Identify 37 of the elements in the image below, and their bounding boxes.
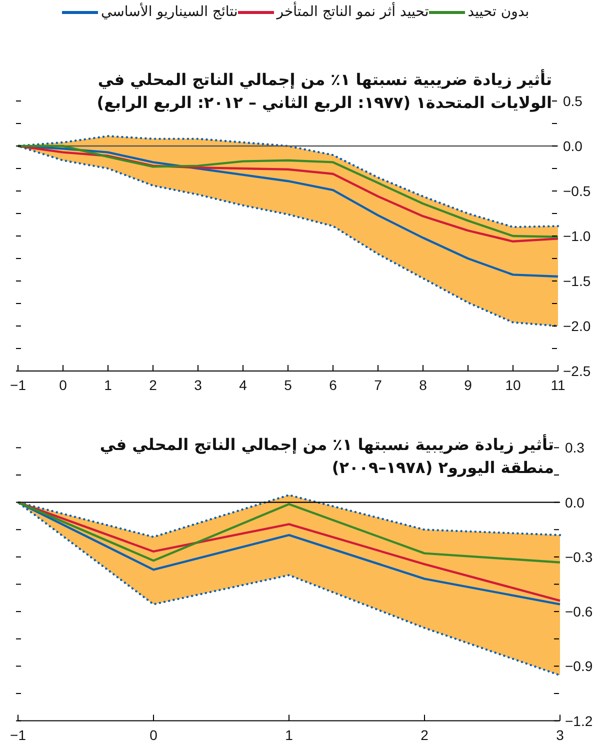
y-tick-label: −0.6 [565, 604, 593, 620]
x-tick-label: −1 [10, 377, 26, 393]
y-tick-label: −2.5 [563, 363, 591, 379]
x-tick-label: 5 [284, 377, 292, 393]
x-tick-label: 3 [194, 377, 202, 393]
x-tick-label: 2 [420, 726, 429, 743]
legend-label: نتائج السيناريو الأساسي [101, 4, 238, 20]
x-tick-label: 9 [464, 377, 472, 393]
x-tick-label: 6 [329, 377, 338, 393]
x-tick-label: 0 [150, 726, 158, 743]
chart-title: تأثير زيادة ضريبية نسبتها ١٪ من إجمالي الناتج المحلي في الولايات المتحدة١ (١٩٧٧: الربع الثاني – ٢٠١٢: الربع الرابع) [96, 68, 552, 114]
line-series [16, 501, 562, 564]
legend-label: بدون تحييد [468, 4, 530, 20]
x-tick-label: 1 [285, 726, 294, 743]
y-tick-label: −0.9 [565, 658, 593, 674]
y-tick-label: 0.3 [565, 440, 585, 456]
y-tick-label: −1.5 [563, 273, 591, 289]
y-tick-label: −1.0 [563, 228, 591, 244]
x-tick-label: −1 [10, 726, 26, 743]
y-tick-label: 0.0 [565, 494, 585, 510]
x-tick-label: 0 [59, 377, 68, 393]
y-tick-label: 0.0 [563, 138, 583, 154]
x-tick-label: 4 [239, 377, 248, 393]
x-tick-label: 7 [374, 377, 382, 393]
y-tick-label: 0.5 [563, 93, 583, 109]
x-tick-label: 2 [149, 377, 158, 393]
legend-label: تحييد أثر نمو الناتج المتأخر [276, 4, 429, 20]
x-tick-label: 8 [419, 377, 428, 393]
x-tick-label: 1 [104, 377, 112, 393]
x-tick-label: 10 [505, 377, 521, 393]
y-tick-label: −0.5 [563, 183, 591, 199]
chart-title: تأثير زيادة ضريبية نسبتها ١٪ من إجمالي الناتج المحلي في منطقة اليورو٢ (١٩٧٨–٢٠٠٩) [98, 433, 554, 479]
x-tick-label: 3 [556, 726, 564, 743]
y-tick-label: −0.3 [565, 548, 593, 565]
y-tick-label: −1.2 [565, 712, 593, 729]
x-tick-label: 11 [550, 377, 566, 393]
y-tick-label: −2.0 [563, 318, 591, 334]
